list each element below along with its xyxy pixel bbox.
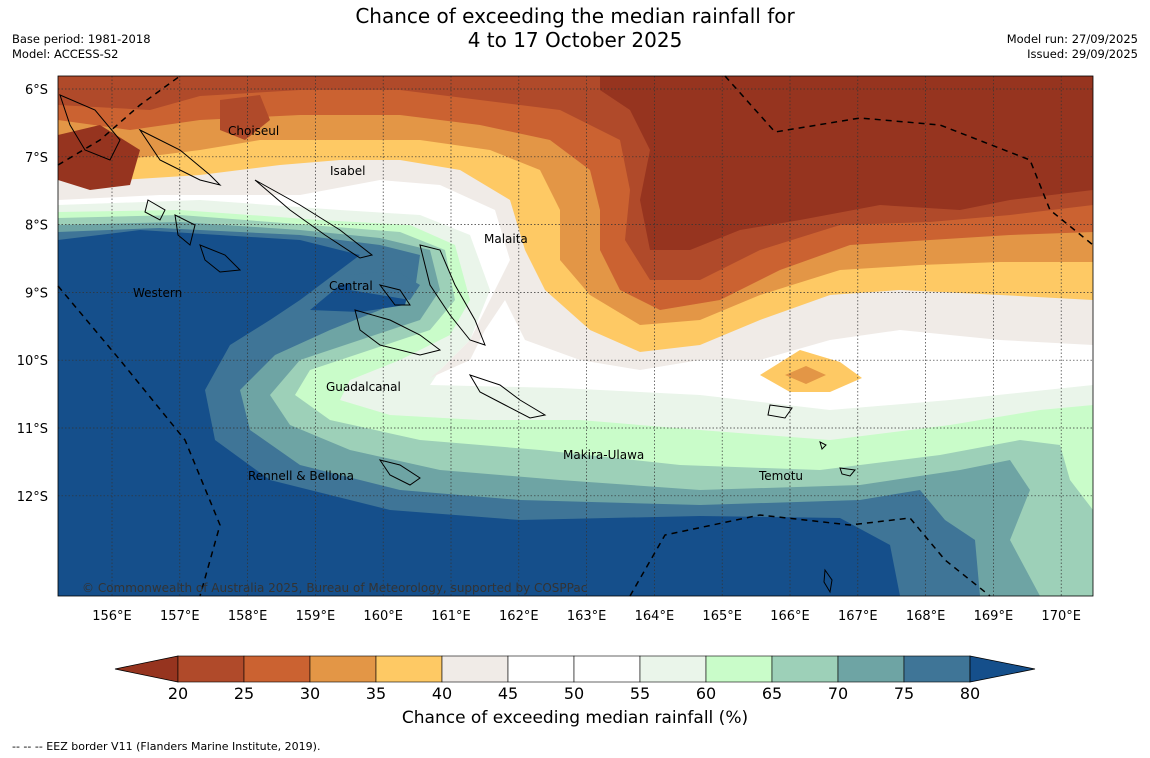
colorbar-tick-label: 35 <box>365 684 387 703</box>
lon-label: 166°E <box>770 609 810 624</box>
chart-title: Chance of exceeding the median rainfall … <box>0 4 1150 52</box>
colorbar-tick-label: 55 <box>629 684 651 703</box>
lon-label: 162°E <box>499 609 539 624</box>
colorbar-label: Chance of exceeding median rainfall (%) <box>401 708 749 728</box>
copyright-text: © Commonwealth of Australia 2025, Bureau… <box>82 581 587 595</box>
lon-label: 163°E <box>567 609 607 624</box>
lat-label: 7°S <box>25 151 48 166</box>
region-label: Malaita <box>484 232 528 246</box>
colorbar-extend-low <box>114 655 179 683</box>
region-label: Rennell & Bellona <box>248 469 354 483</box>
eez-legend: -- -- -- EEZ border V11 (Flanders Marine… <box>12 740 321 753</box>
lat-label: 11°S <box>17 422 48 437</box>
colorbar-tick-label: 25 <box>233 684 255 703</box>
issued-date: Issued: 29/09/2025 <box>1027 47 1138 61</box>
lat-label: 10°S <box>17 354 48 369</box>
colorbar-swatch <box>243 655 311 683</box>
region-label: Temotu <box>758 469 803 483</box>
lon-label: 157°E <box>160 609 200 624</box>
longitude-labels: 156°E 157°E 158°E 159°E 160°E 161°E 162°E 163°E… <box>92 609 1081 624</box>
lat-label: 6°S <box>25 83 48 98</box>
lon-label: 165°E <box>702 609 742 624</box>
lon-label: 169°E <box>974 609 1014 624</box>
colorbar-tick-label: 20 <box>167 684 189 703</box>
colorbar <box>114 655 1036 683</box>
colorbar-swatch <box>441 655 509 683</box>
colorbar-tick-label: 70 <box>827 684 849 703</box>
lon-label: 161°E <box>431 609 471 624</box>
model-name: Model: ACCESS-S2 <box>12 47 119 61</box>
region-label: Central <box>329 279 373 293</box>
region-label: Choiseul <box>228 124 279 138</box>
lat-label: 9°S <box>25 286 48 301</box>
patch-30-35 <box>785 366 826 384</box>
lon-label: 167°E <box>838 609 878 624</box>
colorbar-tick-label: 80 <box>959 684 981 703</box>
colorbar-swatch <box>177 655 245 683</box>
colorbar-swatch <box>375 655 443 683</box>
colorbar-swatch <box>903 655 971 683</box>
latitude-labels: 6°S 7°S 8°S 9°S 10°S 11°S 12°S <box>17 83 48 505</box>
colorbar-extend-high <box>969 655 1036 683</box>
lon-label: 159°E <box>296 609 336 624</box>
lon-label: 168°E <box>906 609 946 624</box>
title-line-2: 4 to 17 October 2025 <box>467 28 683 52</box>
lon-label: 160°E <box>363 609 403 624</box>
map-frame <box>57 75 1094 597</box>
band-below-20 <box>600 76 1093 250</box>
lon-label: 158°E <box>228 609 268 624</box>
colorbar-tick-label: 60 <box>695 684 717 703</box>
colorbar-swatch <box>771 655 839 683</box>
colorbar-swatch <box>573 655 641 683</box>
eez-border <box>57 75 1094 597</box>
graticule <box>58 76 1093 596</box>
coastlines <box>59 94 856 594</box>
region-label: Makira-Ulawa <box>563 448 644 462</box>
lon-label: 170°E <box>1041 609 1081 624</box>
region-label: Isabel <box>330 164 365 178</box>
rainfall-field <box>58 76 1093 596</box>
region-labels: Choiseul Isabel Malaita Central Western Guada… <box>133 124 803 483</box>
meta-right: Model run: 27/09/2025 Issued: 29/09/2025 <box>1007 32 1138 62</box>
title-line-1: Chance of exceeding the median rainfall … <box>355 4 795 28</box>
lat-label: 8°S <box>25 219 48 234</box>
colorbar-swatch <box>309 655 377 683</box>
colorbar-tick-label: 30 <box>299 684 321 703</box>
colorbar-swatch <box>639 655 707 683</box>
meta-left: Base period: 1981-2018 Model: ACCESS-S2 <box>12 32 151 62</box>
model-run: Model run: 27/09/2025 <box>1006 32 1138 46</box>
colorbar-tick-label: 45 <box>497 684 519 703</box>
colorbar-tick-label: 40 <box>431 684 453 703</box>
colorbar-tick-label: 75 <box>893 684 915 703</box>
region-label: Guadalcanal <box>326 380 401 394</box>
colorbar-swatch <box>705 655 773 683</box>
colorbar-tick-label: 65 <box>761 684 783 703</box>
colorbar-swatch <box>837 655 905 683</box>
colorbar-swatch <box>507 655 575 683</box>
lon-label: 156°E <box>92 609 132 624</box>
base-period: Base period: 1981-2018 <box>12 32 151 46</box>
lon-label: 164°E <box>635 609 675 624</box>
lat-label: 12°S <box>17 490 48 505</box>
patch-choiseul <box>220 95 270 140</box>
region-label: Western <box>133 286 182 300</box>
colorbar-tick-label: 50 <box>563 684 585 703</box>
